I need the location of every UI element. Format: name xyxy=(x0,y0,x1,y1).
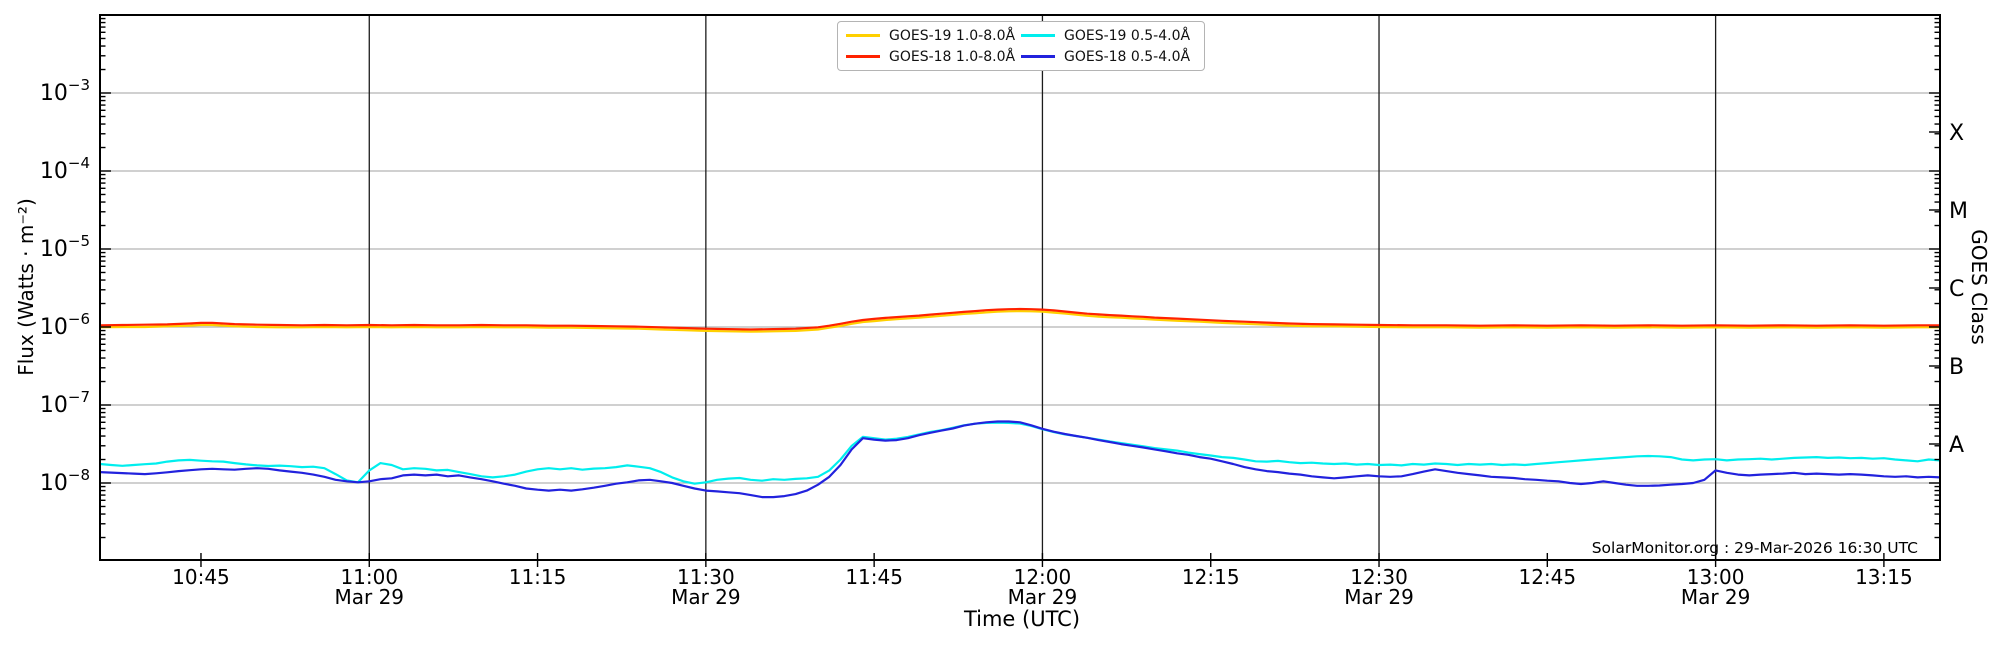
x-tick-date-label: Mar 29 xyxy=(1344,585,1414,609)
x-tick-label: 11:30 xyxy=(677,565,735,589)
legend-swatch-goes18-short-icon xyxy=(1021,55,1055,58)
legend: GOES-19 1.0-8.0Å GOES-18 1.0-8.0Å GOES-1… xyxy=(837,21,1205,71)
x-tick-date-label: Mar 29 xyxy=(1681,585,1751,609)
goes-class-label-a: A xyxy=(1949,433,1964,458)
x-tick-label: 12:00 xyxy=(1014,565,1072,589)
x-tick-label: 13:00 xyxy=(1687,565,1745,589)
x-tick-label: 13:15 xyxy=(1855,565,1913,589)
goes-class-label-b: B xyxy=(1949,355,1964,380)
legend-item-goes18-short: GOES-18 0.5-4.0Å xyxy=(1021,46,1196,67)
x-tick-label: 11:15 xyxy=(509,565,567,589)
legend-label: GOES-19 1.0-8.0Å xyxy=(889,27,1016,44)
legend-item-goes18-long: GOES-18 1.0-8.0Å xyxy=(846,46,1021,67)
legend-label: GOES-18 1.0-8.0Å xyxy=(889,48,1016,65)
v-gridlines xyxy=(368,15,1717,560)
series-goes-19-1-0-8-0- xyxy=(100,310,1940,333)
legend-swatch-goes19-short-icon xyxy=(1021,34,1055,37)
y-axis-label-left: Flux (Watts · m⁻²) xyxy=(14,198,38,376)
legend-label: GOES-19 0.5-4.0Å xyxy=(1064,27,1191,44)
series-group xyxy=(100,307,1940,499)
x-tick-label: 10:45 xyxy=(172,565,230,589)
plot-border xyxy=(99,14,1941,561)
y-tick-labels: 10−3 10−4 10−5 10−6 10−7 10−8 xyxy=(40,76,90,496)
legend-swatch-goes18-long-icon xyxy=(846,55,880,58)
y-tick-label: 10−8 xyxy=(40,466,90,496)
goes-class-label-m: M xyxy=(1949,199,1968,224)
legend-item-goes19-long: GOES-19 1.0-8.0Å xyxy=(846,25,1021,46)
y-tick-label: 10−6 xyxy=(40,310,90,340)
y-axis-label-right: GOES Class xyxy=(1967,229,1991,345)
x-tick-label: 11:00 xyxy=(340,565,398,589)
goes-class-label-x: X xyxy=(1949,121,1964,146)
y-tick-label: 10−5 xyxy=(40,232,90,262)
x-tick-date-label: Mar 29 xyxy=(1008,585,1078,609)
y-tick-label: 10−7 xyxy=(40,388,90,418)
x-tick-date-label: Mar 29 xyxy=(334,585,404,609)
x-tick-label: 12:30 xyxy=(1350,565,1408,589)
legend-item-goes19-short: GOES-19 0.5-4.0Å xyxy=(1021,25,1196,46)
watermark-text: SolarMonitor.org : 29-Mar-2026 16:30 UTC xyxy=(1591,539,1918,557)
y-tick-label: 10−4 xyxy=(40,154,90,184)
legend-swatch-goes19-long-icon xyxy=(846,34,880,37)
x-tick-label: 11:45 xyxy=(845,565,903,589)
goes-class-label-c: C xyxy=(1949,277,1964,302)
x-tick-label: 12:45 xyxy=(1518,565,1576,589)
x-axis-label: Time (UTC) xyxy=(963,607,1081,631)
series-goes-18-1-0-8-0- xyxy=(100,307,1940,331)
series-goes-18-0-5-4-0- xyxy=(100,420,1940,499)
y-tick-label: 10−3 xyxy=(40,76,90,106)
x-tick-label: 12:15 xyxy=(1182,565,1240,589)
x-tick-date-label: Mar 29 xyxy=(671,585,741,609)
series-goes-19-0-5-4-0- xyxy=(100,421,1940,485)
legend-label: GOES-18 0.5-4.0Å xyxy=(1064,48,1191,65)
goes-class-labels: X M C B A xyxy=(1949,121,1968,458)
